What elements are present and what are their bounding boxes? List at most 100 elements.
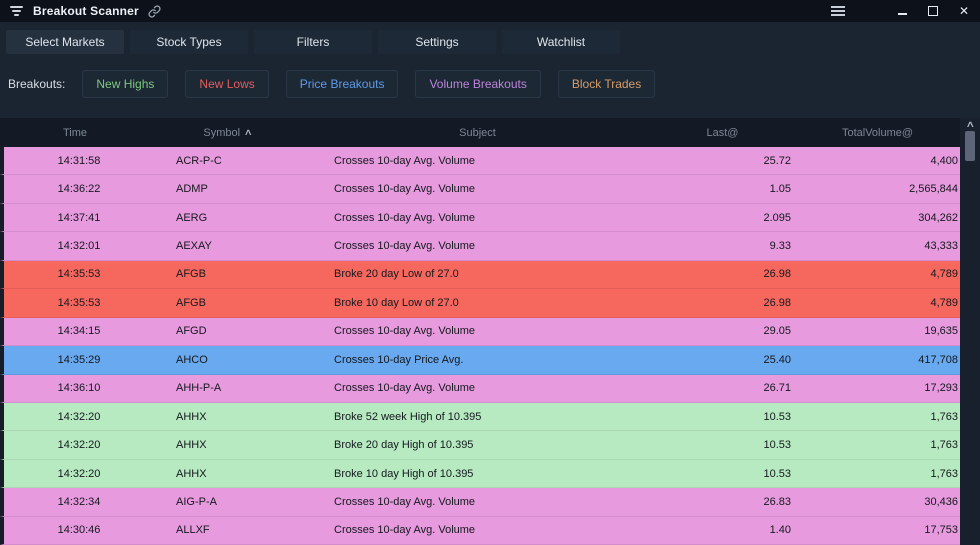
column-header-label: Subject	[459, 126, 496, 139]
table-row[interactable]: 14:35:53 AFGB Broke 10 day Low of 27.0 26.9…	[0, 289, 960, 318]
column-header-totalvolume-[interactable]: TotalVolume@	[795, 127, 960, 139]
cell-time: 14:36:10	[57, 382, 101, 395]
cell-subject: Crosses 10-day Avg. Volume	[334, 382, 476, 395]
column-header-symbol[interactable]: Symbol ∧	[150, 127, 305, 139]
cell-last: 10.53	[763, 410, 791, 423]
minimize-button[interactable]	[896, 5, 908, 17]
scrollbar-thumb[interactable]	[965, 131, 975, 161]
cell-subject: Crosses 10-day Avg. Volume	[334, 211, 476, 224]
cell-last: 26.98	[763, 268, 791, 281]
cell-symbol: AFGB	[176, 296, 206, 309]
breakouts-bar: Breakouts: New Highs New Lows Price Breako…	[0, 54, 980, 98]
cell-symbol: AHH-P-A	[176, 382, 222, 395]
table-row[interactable]: 14:35:53 AFGB Broke 20 day Low of 27.0 26.9…	[0, 260, 960, 290]
breakout-filter-block-trades[interactable]: Block Trades	[557, 70, 656, 98]
title-bar: Breakout Scanner ✕	[0, 0, 980, 22]
cell-volume: 1,763	[930, 439, 958, 452]
table-row[interactable]: 14:32:01 AEXAY Crosses 10-day Avg. Volume 9…	[0, 232, 960, 261]
table-row[interactable]: 14:35:29 AHCO Crosses 10-day Price Avg. 25.…	[0, 346, 960, 375]
window-title: Breakout Scanner	[33, 4, 139, 18]
table-row[interactable]: 14:30:46 ALLXF Crosses 10-day Avg. Volume 1…	[0, 516, 960, 545]
table-row[interactable]: 14:32:20 AHHX Broke 10 day High of 10.395 1…	[0, 459, 960, 489]
cell-subject: Crosses 10-day Avg. Volume	[334, 524, 476, 537]
cell-time: 14:30:46	[57, 524, 101, 537]
breakouts-label: Breakouts:	[8, 77, 66, 91]
table-header: Time Symbol ∧ Subject Last@ TotalVolume@	[0, 118, 960, 147]
cell-subject: Crosses 10-day Avg. Volume	[334, 325, 476, 338]
breakout-filter-new-lows[interactable]: New Lows	[185, 70, 269, 98]
cell-subject: Crosses 10-day Avg. Volume	[334, 183, 476, 196]
column-header-subject[interactable]: Subject	[305, 127, 650, 139]
cell-last: 25.40	[763, 353, 791, 366]
table-row[interactable]: 14:34:15 AFGD Crosses 10-day Avg. Volume 29…	[0, 317, 960, 347]
toolbar-button-settings[interactable]: Settings	[378, 30, 496, 54]
cell-volume: 2,565,844	[909, 183, 958, 196]
cell-time: 14:35:53	[57, 296, 101, 309]
cell-last: 1.05	[769, 183, 791, 196]
cell-time: 14:32:20	[57, 410, 101, 423]
column-header-label: Time	[62, 126, 88, 139]
toolbar-button-stock-types[interactable]: Stock Types	[130, 30, 248, 54]
vertical-scrollbar[interactable]: ∧	[960, 118, 980, 545]
table-row[interactable]: 14:32:34 AIG-P-A Crosses 10-day Avg. Volum…	[0, 488, 960, 517]
cell-subject: Crosses 10-day Price Avg.	[334, 353, 464, 366]
cell-volume: 304,262	[918, 211, 958, 224]
breakout-filter-volume-breakouts[interactable]: Volume Breakouts	[415, 70, 541, 98]
maximize-button[interactable]	[927, 5, 939, 17]
scrollbar-up-icon[interactable]: ∧	[965, 119, 975, 129]
menu-icon[interactable]	[831, 6, 845, 16]
link-icon[interactable]	[148, 4, 161, 18]
table-row[interactable]: 14:37:41 AERG Crosses 10-day Avg. Volume 2.…	[0, 203, 960, 233]
cell-symbol: AHHX	[176, 439, 207, 452]
cell-volume: 4,400	[930, 154, 958, 167]
cell-time: 14:32:20	[57, 439, 101, 452]
cell-subject: Broke 20 day Low of 27.0	[334, 268, 459, 281]
cell-symbol: ALLXF	[176, 524, 210, 537]
breakout-filter-new-highs[interactable]: New Highs	[82, 70, 169, 98]
sort-asc-icon: ∧	[243, 127, 253, 137]
column-header-last-[interactable]: Last@	[650, 127, 795, 139]
cell-last: 29.05	[763, 325, 791, 338]
table-row[interactable]: 14:36:22 ADMP Crosses 10-day Avg. Volume 1.…	[0, 175, 960, 204]
column-header-label: Last@	[706, 126, 739, 139]
table-body: 14:31:58 ACR-P-C Crosses 10-day Avg. Volum…	[0, 147, 960, 545]
table-main: Time Symbol ∧ Subject Last@ TotalVolume@ 14:3…	[0, 118, 960, 545]
cell-time: 14:32:01	[57, 240, 101, 253]
toolbar-button-watchlist[interactable]: Watchlist	[502, 30, 620, 54]
cell-volume: 43,333	[924, 240, 958, 253]
table-row[interactable]: 14:32:20 AHHX Broke 20 day High of 10.395 1…	[0, 431, 960, 460]
cell-last: 10.53	[763, 467, 791, 480]
window-controls: ✕	[896, 5, 970, 17]
close-button[interactable]: ✕	[958, 4, 970, 18]
cell-time: 14:35:53	[57, 268, 101, 281]
cell-last: 2.095	[763, 211, 791, 224]
column-header-time[interactable]: Time	[0, 127, 150, 139]
toolbar-button-filters[interactable]: Filters	[254, 30, 372, 54]
cell-symbol: AERG	[176, 211, 208, 224]
cell-volume: 1,763	[930, 467, 958, 480]
toolbar-button-select-markets[interactable]: Select Markets	[6, 30, 124, 54]
breakout-table: Time Symbol ∧ Subject Last@ TotalVolume@ 14:3…	[0, 118, 980, 545]
cell-symbol: AFGD	[176, 325, 207, 338]
cell-last: 1.40	[769, 524, 791, 537]
cell-time: 14:36:22	[57, 183, 101, 196]
cell-time: 14:32:20	[57, 467, 101, 480]
cell-last: 26.83	[763, 495, 791, 508]
cell-last: 10.53	[763, 439, 791, 452]
cell-symbol: ACR-P-C	[176, 154, 222, 167]
cell-volume: 17,293	[924, 382, 958, 395]
cell-volume: 17,753	[924, 524, 958, 537]
table-row[interactable]: 14:32:20 AHHX Broke 52 week High of 10.395…	[0, 402, 960, 432]
main-toolbar: Select Markets Stock Types Filters Settings…	[0, 22, 980, 54]
table-row[interactable]: 14:36:10 AHH-P-A Crosses 10-day Avg. Volum…	[0, 374, 960, 403]
cell-symbol: AHHX	[176, 410, 207, 423]
cell-volume: 1,763	[930, 410, 958, 423]
cell-symbol: AHHX	[176, 467, 207, 480]
cell-subject: Crosses 10-day Avg. Volume	[334, 154, 476, 167]
breakout-filter-group: New Highs New Lows Price Breakouts Volume B…	[82, 70, 656, 98]
table-row[interactable]: 14:31:58 ACR-P-C Crosses 10-day Avg. Volum…	[0, 147, 960, 176]
cell-last: 9.33	[769, 240, 791, 253]
breakout-filter-price-breakouts[interactable]: Price Breakouts	[285, 70, 399, 98]
cell-volume: 30,436	[924, 495, 958, 508]
